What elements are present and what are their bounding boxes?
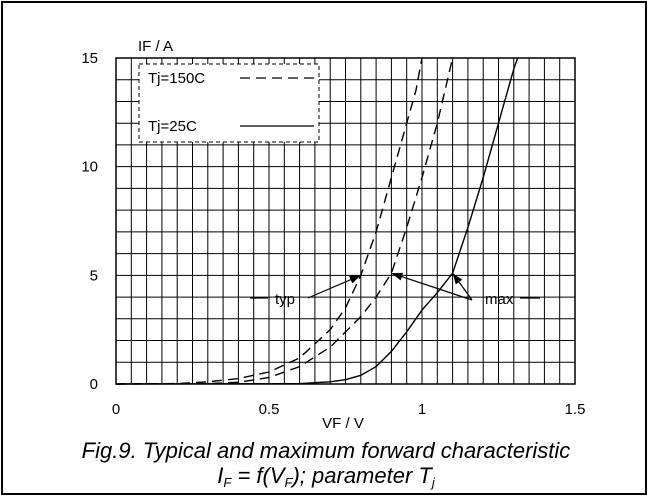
legend-box	[138, 63, 320, 143]
x-axis-label: VF / V	[322, 415, 364, 432]
series-line-3-solid	[116, 58, 519, 385]
caption-i: I	[217, 463, 224, 488]
plot-area-border	[115, 57, 576, 385]
x-tick-label: 0	[112, 401, 120, 418]
caption-mid: = f(V	[231, 463, 285, 488]
figure-caption-line2: IF = f(VF); parameter Tj	[0, 463, 652, 490]
annotation-max-arrow-1-head	[391, 272, 404, 281]
annotation-typ-arrow-head	[349, 275, 361, 284]
annotation-typ-label: typ	[275, 291, 295, 308]
series-group	[116, 58, 519, 385]
legend: Tj=150C Tj=25C	[138, 63, 320, 143]
series-line-1-dashed	[116, 58, 423, 385]
caption-sub-f1: F	[223, 475, 232, 490]
legend-label-tj25: Tj=25C	[148, 118, 197, 135]
y-tick-label: 15	[81, 50, 98, 67]
caption-rest: ); parameter T	[292, 463, 432, 488]
x-tick-label: 1	[418, 401, 426, 418]
y-tick-label: 0	[90, 376, 98, 393]
y-axis-label: IF / A	[138, 38, 173, 55]
caption-sub-j: j	[431, 475, 435, 490]
y-tick-label: 10	[81, 159, 98, 176]
figure-frame	[1, 1, 647, 495]
annotation-max-arrow-2-head	[452, 273, 463, 285]
legend-label-tj150: Tj=150C	[148, 70, 205, 87]
caption-sub-f2: F	[284, 475, 293, 490]
annotation-max-label: max	[485, 291, 514, 308]
x-tick-label: 1.5	[565, 401, 586, 418]
figure-caption-line1: Fig.9. Typical and maximum forward chara…	[81, 438, 571, 463]
x-tick-label: 0.5	[259, 401, 280, 418]
y-tick-label: 5	[90, 267, 98, 284]
annotation-max-arrow-1-shaft	[391, 272, 473, 301]
annotations: typ max	[250, 272, 540, 308]
tick-labels: 0 0.5 1 1.5 0 5 10 15	[81, 50, 585, 418]
series-line-2-dashed	[116, 58, 454, 385]
